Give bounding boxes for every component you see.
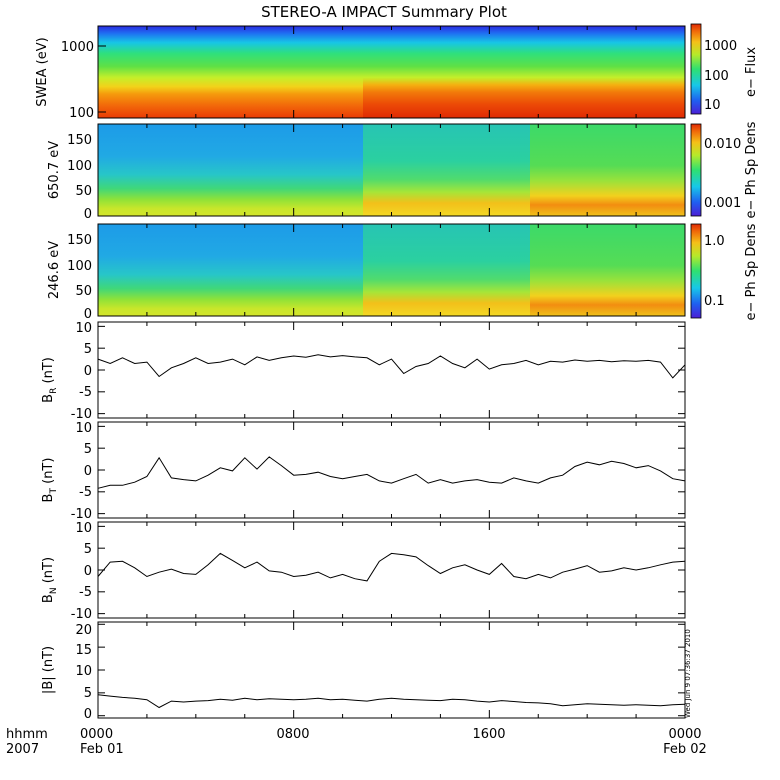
bn-ylabel: BN (nT) (41, 557, 59, 603)
bn-ytick: 10 (75, 521, 92, 536)
bmag-ylabel: |B| (nT) (41, 646, 56, 694)
x-tick-label: 0000 (668, 727, 701, 742)
bt-frame (97, 421, 686, 519)
bt-ytick: -10 (71, 507, 92, 522)
bmag-ytick: 0 (84, 707, 92, 722)
panel-pad246: 150 100 50 0 246.6 eV 1.0 0.1 e− Ph Sp D… (47, 223, 759, 322)
bt-ytick: 0 (84, 464, 92, 479)
pad650-colorbar (690, 123, 702, 217)
br-ytick-labels: 10 5 0 -5 -10 (71, 321, 92, 422)
br-ytick: 0 (84, 364, 92, 379)
bmag-ytick: 20 (75, 623, 92, 638)
pad650-ylabel: 650.7 eV (47, 141, 62, 199)
pad246-cbar-tick: 0.1 (704, 294, 725, 309)
br-ytick: 10 (75, 321, 92, 336)
plot-title: STEREO-A IMPACT Summary Plot (261, 3, 507, 21)
panel-swea: 1000 100 SWEA (eV) 1000 100 10 e− Flux (35, 23, 759, 121)
panel-pad650: 150 100 50 0 650.7 eV 0.010 0.001 e− Ph … (47, 121, 759, 222)
pad246-segment (363, 224, 530, 316)
bmag-ytick: 15 (75, 643, 92, 658)
pad650-segment (363, 124, 530, 216)
pad246-ytick: 0 (84, 307, 92, 322)
pad246-ytick: 50 (75, 284, 92, 299)
x-tick-sub: Feb 02 (663, 742, 707, 757)
bn-ytick: -10 (71, 607, 92, 622)
bt-trace (97, 456, 686, 489)
pad650-ytick: 0 (84, 207, 92, 222)
pad650-ytick: 100 (67, 159, 92, 174)
bn-frame (97, 521, 686, 619)
pad246-colorbar (690, 223, 702, 319)
pad650-ytick: 150 (67, 133, 92, 148)
swea-ytick-label: 1000 (61, 40, 94, 55)
line-panels: 10 5 0 -5 -10 BR (nT) 10 5 0 -5 -10 BT (… (41, 321, 692, 722)
bmag-frame (97, 621, 686, 719)
pad246-cbar-label: e− Ph Sp Dens (744, 223, 759, 320)
bt-ytick-labels: 10 5 0 -5 -10 (71, 421, 92, 522)
bn-ytick: 0 (84, 564, 92, 579)
x-tick-sub: Feb 01 (80, 742, 124, 757)
br-frame (97, 321, 686, 419)
bn-ytick: 5 (84, 542, 92, 557)
x-axis: hhmm 2007 0000 Feb 01 0800 1600 0000 Feb… (6, 727, 707, 757)
pad246-ytick: 150 (67, 233, 92, 248)
pad246-segment (530, 224, 685, 316)
bt-ytick: 5 (84, 442, 92, 457)
br-ytick: -10 (71, 407, 92, 422)
swea-cbar-tick: 10 (704, 98, 721, 113)
pad650-segment (530, 124, 685, 216)
bn-ytick-labels: 10 5 0 -5 -10 (71, 521, 92, 622)
swea-spectrogram-a (98, 26, 363, 118)
pad650-ytick: 50 (75, 184, 92, 199)
swea-ylabel: SWEA (eV) (35, 37, 50, 106)
x-unit-hhmm: hhmm (6, 727, 48, 742)
pad246-ytick: 100 (67, 259, 92, 274)
pad650-cbar-label: e− Ph Sp Dens (744, 121, 759, 218)
br-ytick: 5 (84, 342, 92, 357)
bmag-ytick: 5 (84, 686, 92, 701)
br-ytick: -5 (79, 385, 92, 400)
bt-ytick: -5 (79, 485, 92, 500)
x-tick-label: 0000 (80, 727, 113, 742)
axis-ticks (97, 26, 686, 718)
field-traces (97, 354, 686, 709)
br-ylabel: BR (nT) (41, 357, 59, 403)
bmag-ytick: 10 (75, 664, 92, 679)
bmag-trace (97, 694, 686, 709)
pad650-segment (98, 124, 363, 216)
pad246-cbar-tick: 1.0 (704, 234, 725, 249)
pad650-cbar-tick: 0.010 (704, 137, 741, 152)
swea-spectrogram-c (530, 26, 685, 118)
bt-ylabel: BT (nT) (41, 458, 59, 503)
swea-cbar-label: e− Flux (744, 47, 759, 97)
swea-ytick-label: 100 (69, 106, 94, 121)
bt-ytick: 10 (75, 421, 92, 436)
bn-trace (97, 552, 686, 582)
swea-cbar-tick: 100 (704, 69, 729, 84)
swea-spectrogram-b (363, 26, 530, 118)
timestamp: Wed Jun 9 07:36:37 2010 (684, 629, 692, 718)
bn-ytick: -5 (79, 585, 92, 600)
x-tick-label: 1600 (472, 727, 505, 742)
pad650-cbar-tick: 0.001 (704, 196, 741, 211)
pad246-segment (98, 224, 363, 316)
swea-colorbar (690, 23, 702, 115)
bmag-ytick-labels: 20 15 10 5 0 (75, 623, 92, 722)
x-unit-year: 2007 (6, 742, 39, 757)
x-tick-label: 0800 (276, 727, 309, 742)
br-trace (97, 354, 686, 379)
swea-cbar-tick: 1000 (704, 39, 737, 54)
pad246-ylabel: 246.6 eV (47, 241, 62, 299)
